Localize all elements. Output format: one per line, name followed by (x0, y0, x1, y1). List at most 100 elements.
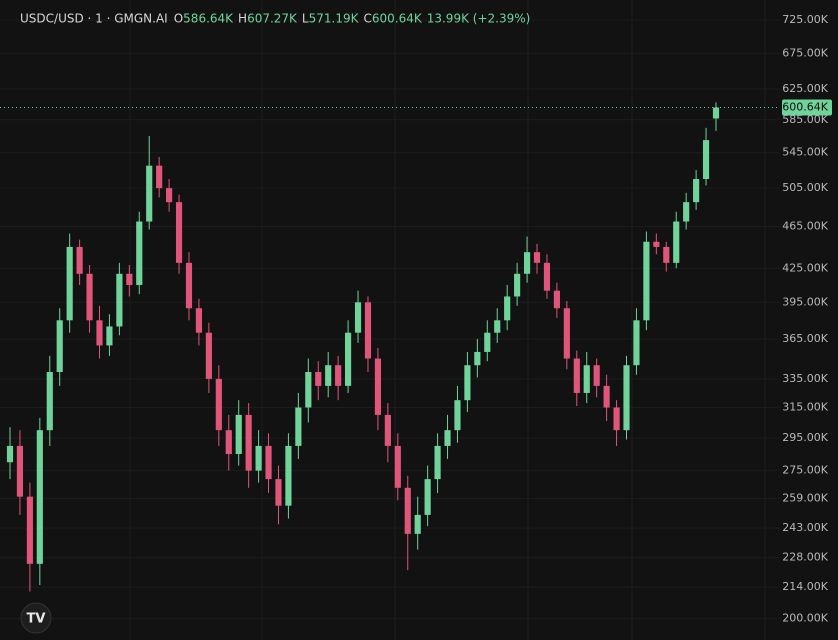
candle-body (205, 332, 212, 379)
candle-body (633, 320, 640, 366)
price-axis: 725.00K 675.00K 625.00K 585.00K 545.00K 505.0… (0, 13, 832, 625)
candle-body (245, 414, 252, 471)
y-tick-label: 465.00K (782, 219, 828, 232)
candle-body (583, 365, 590, 393)
candle-body (434, 445, 441, 480)
candle-body (185, 262, 193, 309)
candle-body (424, 479, 431, 515)
candle-body (673, 221, 680, 263)
y-tick-label: 725.00K (782, 13, 828, 26)
y-tick-label: 214.00K (782, 580, 828, 593)
logo-mark: TV (27, 612, 46, 627)
candle-body (523, 252, 531, 274)
candle-body (514, 273, 521, 297)
y-tick-label: 585.00K (782, 113, 828, 126)
candle-body (325, 365, 332, 386)
last-price-tag (782, 99, 832, 116)
candle-body (533, 252, 541, 263)
candle-body (265, 445, 272, 480)
candle-body (126, 273, 133, 285)
candle-body (146, 165, 153, 222)
candle-body (464, 365, 471, 401)
ohlc-legend: O 586.64K H 607.27K L 571.19K C 600.64K 13.99K (… (174, 12, 531, 26)
last-price-label: 600.64K (782, 101, 828, 114)
candle-body (474, 351, 481, 366)
y-tick-label: 228.00K (782, 551, 828, 564)
candle-body (603, 385, 610, 408)
candle-body (653, 241, 660, 247)
candle-body (16, 445, 24, 497)
header: USDC/USD · 1 · GMGN.AI O 586.64K H 607.27K L… (20, 12, 530, 26)
vertical-grid (129, 0, 766, 640)
legend-key: C (363, 12, 371, 26)
candle-body (394, 445, 401, 488)
candle-body (195, 308, 203, 333)
y-tick-label: 335.00K (782, 372, 828, 385)
y-tick-label: 395.00K (782, 295, 828, 308)
candle-body (166, 188, 173, 203)
candle-body (623, 365, 630, 431)
candle-body (175, 202, 183, 263)
legend-key: H (238, 12, 247, 26)
y-tick-label: 315.00K (782, 400, 828, 413)
candle-body (364, 302, 372, 359)
candle-body (116, 273, 123, 327)
candle-body (663, 246, 670, 263)
legend-key: O (174, 12, 183, 26)
candle-body (96, 320, 103, 346)
y-tick-label: 243.00K (782, 521, 828, 534)
y-tick-label: 200.00K (782, 612, 828, 625)
candle-body (702, 140, 710, 180)
logo-circle (20, 602, 52, 634)
candle-body (345, 332, 352, 386)
candle-body (494, 320, 501, 333)
candle-body (374, 358, 381, 415)
candle-body (295, 407, 302, 446)
candle-body (384, 414, 391, 446)
y-tick-label: 295.00K (782, 431, 828, 444)
candle-body (553, 290, 560, 309)
candle-body (573, 358, 580, 393)
y-tick-label: 425.00K (782, 261, 828, 274)
tv-logo: TV (20, 602, 52, 634)
legend-key: L (302, 12, 309, 26)
candle-body (36, 430, 43, 564)
y-tick-label: 675.00K (782, 46, 828, 59)
candle-body (335, 365, 342, 386)
candle-body (136, 221, 143, 285)
candle-body (106, 326, 113, 346)
legend-change: 13.99K (+2.39%) (427, 12, 531, 26)
candle-body (46, 371, 53, 431)
candle-body (305, 371, 312, 408)
candle-body (563, 308, 570, 359)
y-tick-label: 275.00K (782, 464, 828, 477)
y-tick-label: 259.00K (782, 491, 828, 504)
candle-body (156, 165, 163, 189)
candle-body (712, 107, 720, 119)
candle-body (484, 332, 491, 352)
candle-body (643, 241, 650, 321)
horizontal-grid (0, 19, 780, 620)
candle-body (404, 487, 411, 534)
y-tick-label: 625.00K (782, 82, 828, 95)
y-tick-label: 505.00K (782, 181, 828, 194)
candle-body (235, 414, 242, 455)
legend-value: 600.64K (372, 12, 423, 26)
candle-body (56, 320, 63, 372)
candle-body (454, 400, 461, 431)
candle-body (444, 430, 451, 446)
legend-value: 571.19K (309, 12, 360, 26)
candle-body (86, 273, 93, 321)
candle-body (315, 371, 322, 386)
candle-body (693, 179, 700, 203)
candle-body (593, 365, 600, 386)
y-tick-label: 545.00K (782, 146, 828, 159)
candle-body (683, 202, 690, 222)
candle-body (354, 302, 362, 333)
candle-body (225, 430, 232, 455)
candles (6, 102, 720, 592)
candle-body (215, 378, 222, 431)
symbol: USDC/USD · 1 · GMGN.AI (20, 12, 168, 26)
